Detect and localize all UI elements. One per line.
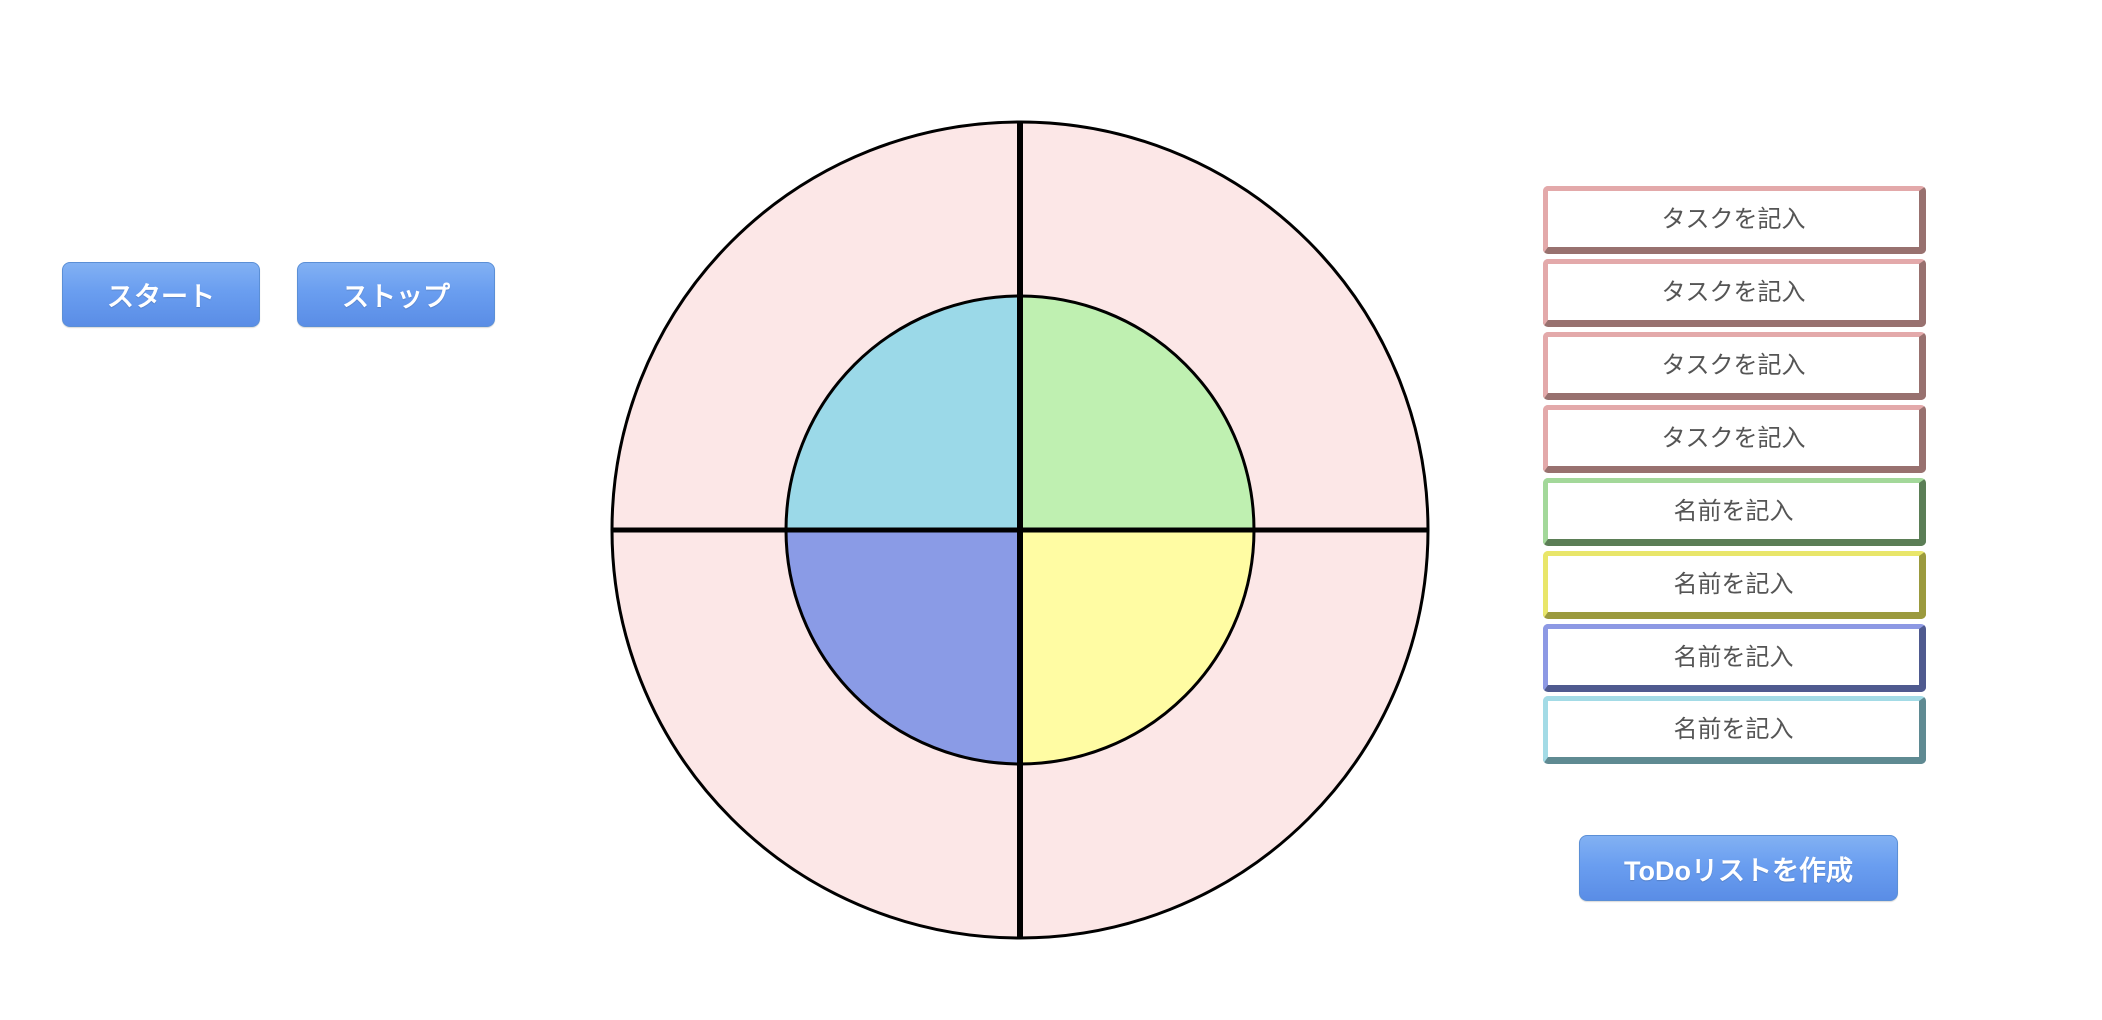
name-input-green[interactable]	[1543, 478, 1926, 546]
task-input-4[interactable]	[1543, 405, 1926, 473]
inner-quadrant-bottom-left	[786, 530, 1020, 764]
name-input-yellow[interactable]	[1543, 551, 1926, 619]
create-todo-list-button[interactable]: ToDoリストを作成	[1579, 835, 1898, 901]
task-input-1[interactable]	[1543, 186, 1926, 254]
inner-quadrant-bottom-right	[1020, 530, 1254, 764]
start-button[interactable]: スタート	[62, 262, 260, 327]
inner-quadrant-top-right	[1020, 296, 1254, 530]
name-input-cyan[interactable]	[1543, 696, 1926, 764]
task-input-3[interactable]	[1543, 332, 1926, 400]
name-input-blue[interactable]	[1543, 624, 1926, 692]
roulette-wheel	[610, 120, 1430, 940]
task-input-2[interactable]	[1543, 259, 1926, 327]
stop-button[interactable]: ストップ	[297, 262, 495, 327]
inner-quadrant-top-left	[786, 296, 1020, 530]
